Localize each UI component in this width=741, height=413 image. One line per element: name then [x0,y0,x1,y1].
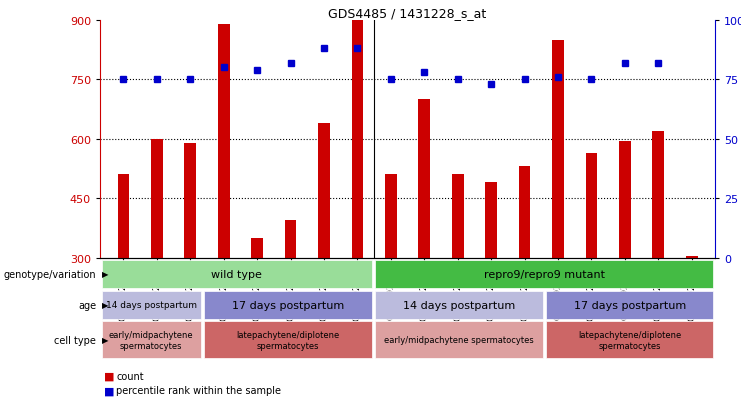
Bar [419,100,430,258]
Bar [251,238,263,258]
Text: ▶: ▶ [102,336,108,344]
Bar [619,141,631,258]
Bar [585,153,597,258]
Bar [218,25,230,258]
Bar [118,175,129,258]
Bar [318,123,330,258]
Text: early/midpachytene spermatocytes: early/midpachytene spermatocytes [384,336,534,344]
Bar [519,167,531,258]
Text: latepachytene/diplotene
spermatocytes: latepachytene/diplotene spermatocytes [578,330,681,350]
Text: 17 days postpartum: 17 days postpartum [232,300,344,310]
Text: ▶: ▶ [102,270,108,278]
Bar [552,40,564,258]
Bar [351,21,363,258]
Text: 14 days postpartum: 14 days postpartum [402,300,515,310]
Bar [546,291,714,319]
Bar [452,175,464,258]
Text: ▶: ▶ [102,301,108,309]
Text: 14 days postpartum: 14 days postpartum [106,301,197,309]
Text: early/midpachytene
spermatocytes: early/midpachytene spermatocytes [109,330,193,350]
Text: age: age [79,300,96,310]
Bar [375,260,714,288]
Text: count: count [116,371,144,381]
Bar [102,322,201,358]
Bar [205,322,372,358]
Bar [375,322,542,358]
Bar [102,291,201,319]
Text: latepachytene/diplotene
spermatocytes: latepachytene/diplotene spermatocytes [236,330,339,350]
Bar [686,256,697,258]
Bar [546,322,714,358]
Text: cell type: cell type [54,335,96,345]
Text: repro9/repro9 mutant: repro9/repro9 mutant [484,269,605,279]
Text: ■: ■ [104,385,114,395]
Text: 17 days postpartum: 17 days postpartum [574,300,685,310]
Bar [151,140,163,258]
Text: genotype/variation: genotype/variation [4,269,96,279]
Text: ■: ■ [104,371,114,381]
Text: wild type: wild type [211,269,262,279]
Bar [375,291,542,319]
Bar [285,221,296,258]
Text: percentile rank within the sample: percentile rank within the sample [116,385,282,395]
Bar [185,143,196,258]
Title: GDS4485 / 1431228_s_at: GDS4485 / 1431228_s_at [328,7,487,19]
Bar [485,183,497,258]
Bar [385,175,396,258]
Bar [205,291,372,319]
Bar [652,131,664,258]
Bar [102,260,372,288]
